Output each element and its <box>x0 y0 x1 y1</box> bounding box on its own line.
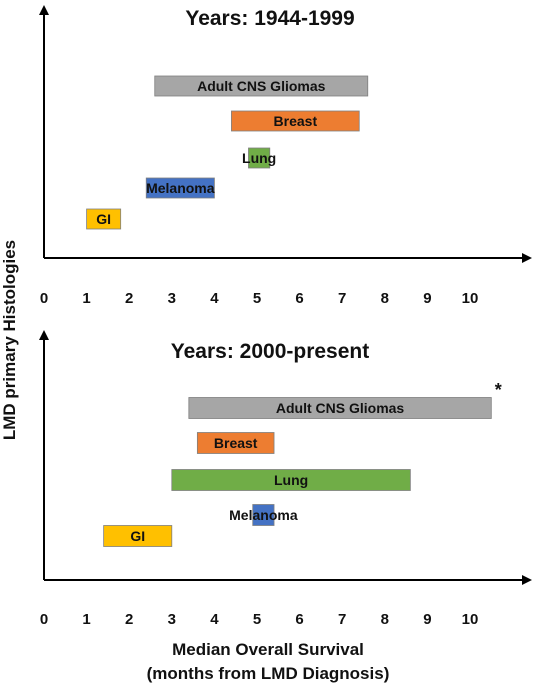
panel1-bar-adult-cns-gliomas <box>154 75 369 97</box>
panel1-x-tick-label: 1 <box>82 290 90 307</box>
x-axis-label-line1: Median Overall Survival <box>172 640 364 659</box>
panel2-x-tick-label: 8 <box>381 611 389 628</box>
panel1-bar-gi <box>86 208 122 230</box>
panel1-x-tick-label: 5 <box>253 290 261 307</box>
panel2-x-tick-label: 7 <box>338 611 346 628</box>
panel2-x-tick-label: 10 <box>462 611 479 628</box>
panel2-x-axis-arrow <box>522 575 532 585</box>
panel1-bar-label-lung: Lung <box>242 150 276 166</box>
panel2-x-tick-label: 1 <box>82 611 90 628</box>
panel2-bar-label-melanoma: Melanoma <box>229 507 298 523</box>
panel2-bar-adult-cns-gliomas <box>188 397 492 419</box>
y-axis-label-text: LMD primary Histologies <box>0 239 19 441</box>
panel2-bar-label-gi: GI <box>130 528 145 544</box>
panel2-bar-breast <box>196 432 275 454</box>
panel2-title: Years: 2000-present <box>171 340 369 363</box>
panel2-bar-label-lung: Lung <box>274 472 308 488</box>
panel2-x-tick-label: 3 <box>168 611 176 628</box>
panel1-x-tick-label: 7 <box>338 290 346 307</box>
panel2-annotation: * <box>495 380 502 400</box>
panel1-x-axis-arrow <box>522 253 532 263</box>
panel2-bar-lung <box>171 469 411 491</box>
panel2-bar-label-breast: Breast <box>214 435 258 451</box>
panel1-bar-label-breast: Breast <box>274 113 318 129</box>
panel2-x-tick-label: 2 <box>125 611 133 628</box>
panel1-bar-lung <box>248 147 271 169</box>
panel1-bar-breast <box>231 110 360 132</box>
panel2-x-tick-label: 6 <box>295 611 303 628</box>
panel1-x-tick-label: 9 <box>423 290 431 307</box>
panel2-x-tick-label: 9 <box>423 611 431 628</box>
panel1-bar-label-melanoma: Melanoma <box>146 180 215 196</box>
panel1-x-tick-label: 2 <box>125 290 133 307</box>
panel1-bar-label-adult-cns-gliomas: Adult CNS Gliomas <box>197 78 326 94</box>
panel2-bar-label-adult-cns-gliomas: Adult CNS Gliomas <box>276 400 405 416</box>
panel1-x-tick-label: 4 <box>210 290 219 307</box>
panel2-x-tick-label: 0 <box>40 611 48 628</box>
panel1-title: Years: 1944-1999 <box>185 7 354 30</box>
panel1-y-axis-arrow <box>39 5 49 15</box>
panel1-x-tick-label: 3 <box>168 290 176 307</box>
panel2-bar-melanoma <box>252 504 275 526</box>
panel1-x-tick-label: 8 <box>381 290 389 307</box>
x-axis-label-line2: (months from LMD Diagnosis) <box>146 664 390 683</box>
panel1-bar-melanoma <box>145 177 215 199</box>
panel2-x-tick-label: 5 <box>253 611 261 628</box>
panel1-bar-label-gi: GI <box>96 211 111 227</box>
panel1-x-tick-label: 0 <box>40 290 48 307</box>
panel2-x-tick-label: 4 <box>210 611 219 628</box>
panel1-x-tick-label: 10 <box>462 290 479 307</box>
panel2-bar-gi <box>103 525 173 547</box>
panel2-y-axis-arrow <box>39 330 49 340</box>
panel1-x-tick-label: 6 <box>295 290 303 307</box>
